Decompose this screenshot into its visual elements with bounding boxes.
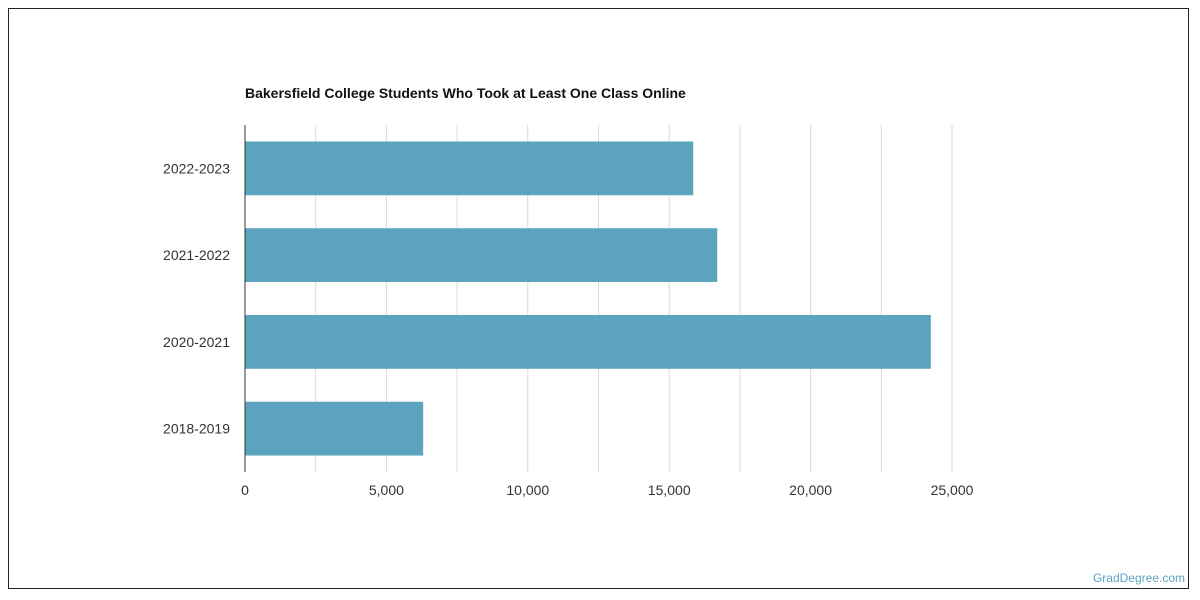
x-tick-label: 15,000 (648, 482, 691, 498)
y-tick-label: 2020-2021 (163, 334, 230, 350)
bar (245, 314, 931, 369)
chart-frame (8, 8, 1189, 589)
y-tick-label: 2022-2023 (163, 160, 230, 176)
chart-title: Bakersfield College Students Who Took at… (245, 85, 686, 101)
x-tick-label: 0 (241, 482, 249, 498)
bar (245, 141, 694, 196)
x-tick-label: 5,000 (369, 482, 404, 498)
y-tick-label: 2018-2019 (163, 421, 230, 437)
x-tick-label: 20,000 (789, 482, 832, 498)
watermark: GradDegree.com (1092, 571, 1185, 585)
bar (245, 401, 424, 456)
x-tick-label: 25,000 (931, 482, 974, 498)
bar (245, 228, 718, 283)
y-tick-label: 2021-2022 (163, 247, 230, 263)
x-tick-label: 10,000 (506, 482, 549, 498)
